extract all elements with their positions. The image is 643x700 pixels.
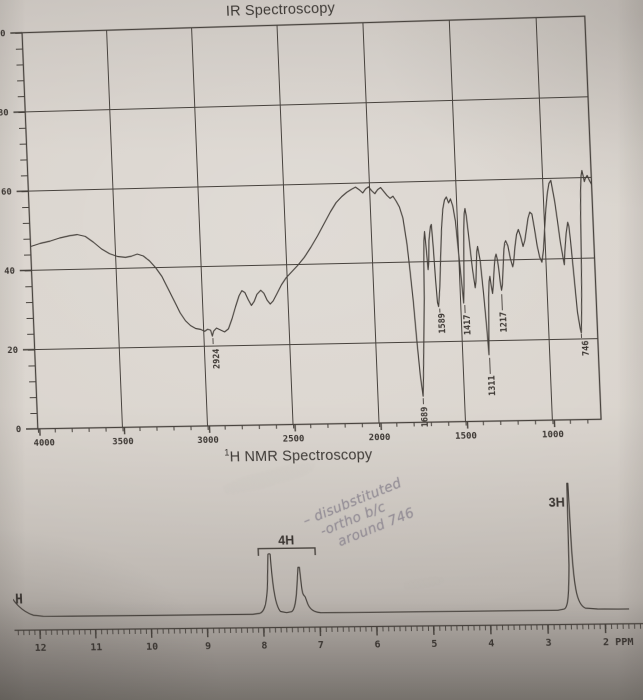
nmr-x-unit-ppm: PPM [615,637,634,648]
nmr-x-label-12: 12 [35,643,47,654]
ir-peak-label-2924: 2924 [211,348,222,369]
ir-peak-label-1311: 1311 [486,375,497,396]
nmr-cutoff-peak-label: H [15,592,23,607]
nmr-integration-3h: 3H [548,495,565,509]
ir-y-label-20: 20 [7,346,18,356]
ir-x-label-2000: 2000 [369,433,391,443]
ir-x-label-1000: 1000 [542,430,564,440]
ir-x-label-4000: 4000 [33,438,55,448]
ir-peak-labels: 2924 1689 1589 1417 1311 1217 746 [211,312,591,428]
ir-peak-label-1417: 1417 [462,315,473,336]
nmr-x-label-9: 9 [205,641,211,652]
nmr-x-label-5: 5 [431,639,438,650]
nmr-title-text: H NMR Spectroscopy [229,447,373,466]
ir-axis-labels: 100 80 60 40 20 0 4000 3500 3000 2500 20… [0,29,564,448]
ir-y-label-80: 80 [0,108,9,118]
ir-y-label-60: 60 [1,188,12,198]
ir-peak-label-1589: 1589 [436,313,447,334]
ir-peak-label-1217: 1217 [498,312,509,333]
ir-y-label-100: 100 [0,29,6,39]
nmr-x-label-10: 10 [146,642,158,653]
nmr-x-label-2: 2 [603,637,610,648]
ir-gridlines [22,16,601,429]
ir-y-label-0: 0 [16,425,22,435]
ir-y-minor-ticks [19,33,35,429]
nmr-x-label-7: 7 [318,640,324,651]
ir-y-label-40: 40 [4,267,15,277]
ir-x-label-1500: 1500 [455,431,477,441]
nmr-axis-labels: 12 11 10 9 8 7 6 5 4 3 2 PPM H [15,592,634,654]
nmr-x-label-6: 6 [374,639,380,650]
nmr-integration-4h: 4H [278,533,295,547]
ir-peak-label-1689: 1689 [419,407,430,428]
ir-x-label-3500: 3500 [112,437,134,447]
nmr-x-label-8: 8 [261,641,267,652]
nmr-x-label-4: 4 [488,638,495,649]
nmr-x-label-11: 11 [90,642,102,653]
ir-x-label-3000: 3000 [197,436,219,446]
ir-x-label-2500: 2500 [283,434,305,444]
ir-peak-label-746: 746 [580,340,591,356]
nmr-integration-labels: 4H 3H [278,495,565,547]
nmr-integration-bracket [258,548,315,556]
nmr-x-label-3: 3 [545,638,552,649]
ir-peak-leader-lines [211,293,584,408]
ir-chart [16,15,602,432]
